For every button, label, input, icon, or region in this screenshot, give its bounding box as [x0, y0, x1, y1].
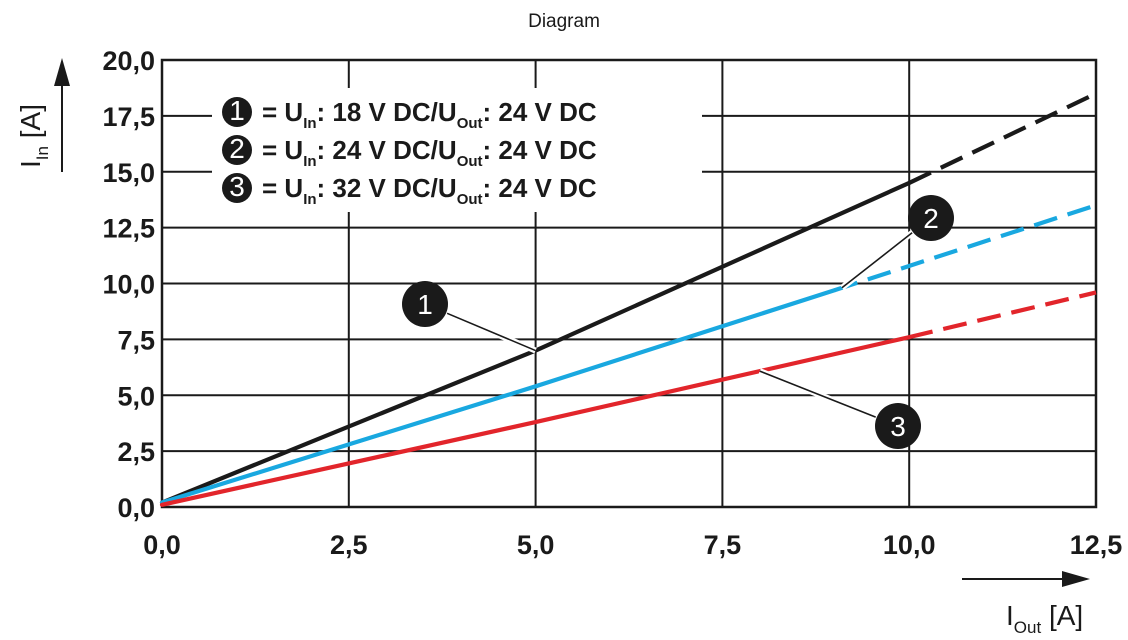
series-2-dashed — [834, 205, 1096, 290]
callout-leader-1 — [447, 313, 535, 350]
y-tick-label: 12,5 — [102, 214, 155, 244]
y-tick-label: 5,0 — [117, 381, 155, 411]
legend-marker-label-3: 3 — [229, 171, 245, 202]
series-3-dashed — [909, 292, 1096, 337]
callout-leader-2 — [842, 233, 912, 288]
y-tick-label: 7,5 — [117, 325, 155, 355]
y-axis-label: IIn [A] — [15, 104, 52, 168]
y-tick-label: 17,5 — [102, 102, 155, 132]
x-tick-label: 12,5 — [1070, 530, 1123, 560]
legend-marker-label-2: 2 — [229, 133, 245, 164]
y-tick-label: 2,5 — [117, 437, 155, 467]
x-tick-label: 10,0 — [883, 530, 936, 560]
annotations: 1 2 3 — [402, 195, 954, 449]
callout-label-1: 1 — [417, 289, 433, 320]
x-axis-arrowhead — [1062, 571, 1090, 587]
y-axis-arrowhead — [54, 58, 70, 86]
chart-title: Diagram — [528, 11, 600, 32]
x-tick-label: 0,0 — [143, 530, 181, 560]
y-tick-label: 10,0 — [102, 270, 155, 300]
y-tick-label: 0,0 — [117, 493, 155, 523]
callout-leader-3 — [760, 371, 876, 417]
x-tick-label: 2,5 — [330, 530, 368, 560]
legend: 1 = UIn: 18 V DC/UOut: 24 V DC2 = UIn: 24 … — [212, 88, 702, 212]
y-tick-label: 20,0 — [102, 46, 155, 76]
x-axis-label: IOut [A] — [1006, 600, 1083, 637]
y-tick-label: 15,0 — [102, 158, 155, 188]
series-1-dashed — [909, 94, 1096, 183]
x-tick-label: 7,5 — [704, 530, 742, 560]
legend-marker-label-1: 1 — [229, 95, 245, 126]
x-tick-label: 5,0 — [517, 530, 555, 560]
callout-label-3: 3 — [890, 411, 906, 442]
callout-label-2: 2 — [923, 203, 939, 234]
series-2-solid — [162, 290, 834, 502]
